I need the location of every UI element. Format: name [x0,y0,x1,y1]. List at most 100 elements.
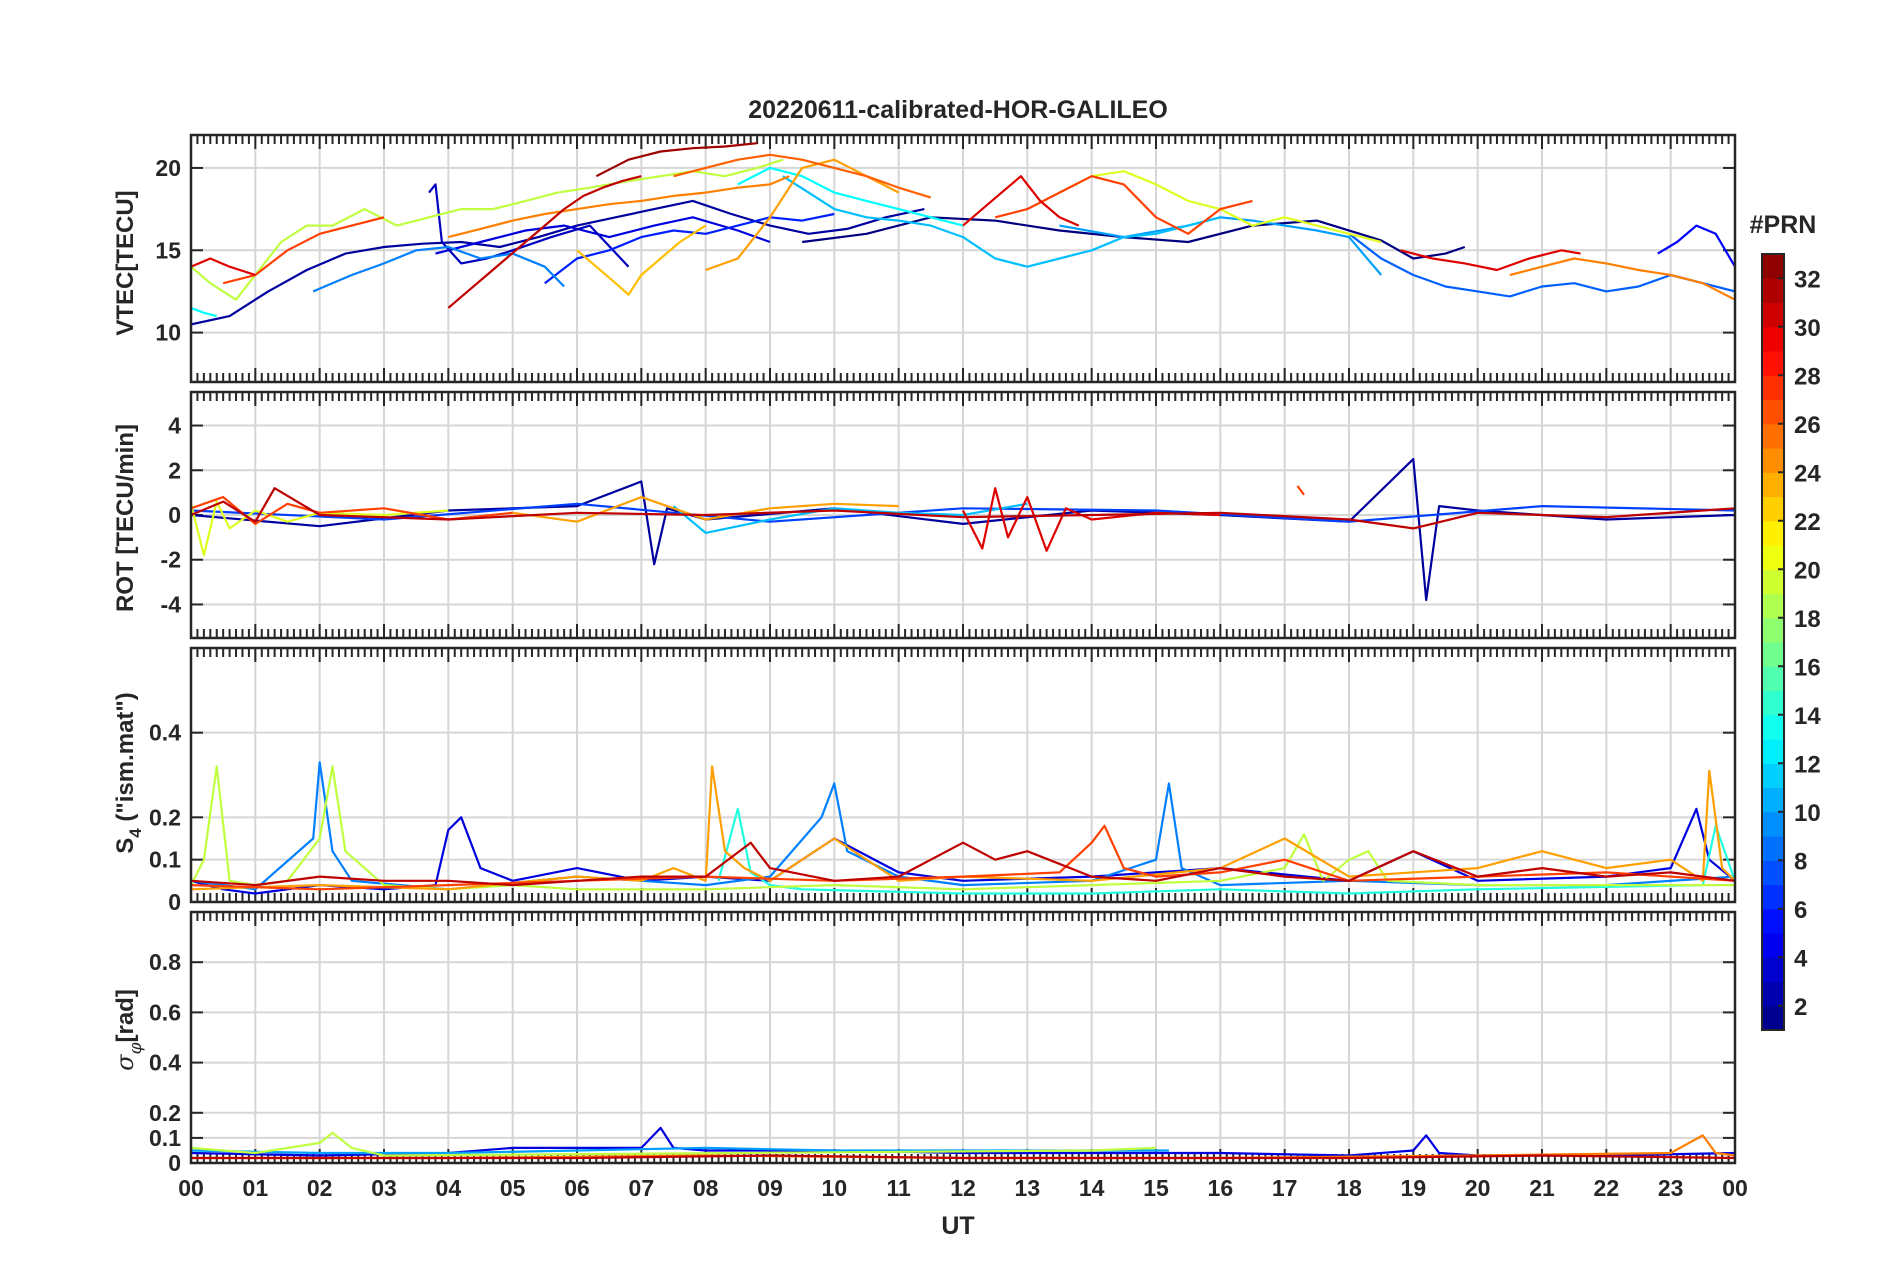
colorbar-tick-label: 10 [1794,800,1821,827]
panel-vtec: 10 15 20 [155,133,1737,384]
x-tick-label: 14 [1079,1175,1105,1201]
colorbar-segment [1762,520,1784,546]
x-tick-label: 03 [371,1175,397,1201]
x-tick-label: 12 [950,1175,976,1201]
series-group [191,458,1735,602]
series-line-prn-19 [191,1131,1157,1157]
series-group [191,1126,1735,1160]
x-tick-label: 09 [757,1175,783,1201]
colorbar-tick-label: 16 [1794,654,1821,681]
colorbar-segment [1762,472,1784,498]
y-tick-label: 0.4 [149,720,181,746]
colorbar-segment [1762,617,1784,643]
x-tick-label: 22 [1594,1175,1620,1201]
y-tick-label: 20 [155,155,181,181]
colorbar-segment [1762,933,1784,958]
x-tick-label: 17 [1272,1175,1298,1201]
x-tick-label: 02 [307,1175,333,1201]
colorbar-tick-label: 4 [1794,945,1808,972]
colorbar-segment [1762,278,1784,304]
series-line-prn-30 [191,257,256,277]
series-line-prn-4 [435,216,771,255]
colorbar-segment [1762,836,1784,861]
y-tick-label: 0 [168,502,181,528]
colorbar-tick-label: 8 [1794,848,1807,875]
y-tick-label: -4 [161,591,182,617]
x-tick-label: 15 [1143,1175,1169,1201]
x-tick-label: 20 [1465,1175,1491,1201]
colorbar-segment [1762,302,1784,328]
colorbar-tick-label: 18 [1794,606,1821,633]
y-tick-label: 0.6 [149,999,181,1025]
series-line-prn-13 [737,166,964,227]
series-line-prn-31 [191,841,1735,887]
x-tick-label: 05 [500,1175,526,1201]
ylabel-sigma-phi: σφ[rad] [111,989,146,1071]
y-tick-label: 0.8 [149,949,181,975]
colorbar-tick-label: 26 [1794,412,1821,439]
x-tick-label: 11 [887,1175,912,1201]
colorbar-segment [1762,448,1784,473]
colorbar-segment [1762,690,1784,716]
x-tick-label: 21 [1529,1175,1555,1201]
series-line-prn-30 [962,175,1080,227]
x-tick-label: 23 [1658,1175,1684,1201]
colorbar-segment [1762,326,1784,352]
figure-title: 20220611-calibrated-HOR-GALILEO [748,96,1168,124]
x-axis: 00 01 02 03 04 05 06 07 08 09 10 11 12 13 14 15 16 17 18 19… [178,1175,1748,1201]
colorbar-segment [1762,496,1784,522]
colorbar-segment [1762,884,1784,910]
x-tick-label: 06 [564,1175,590,1201]
y-tick-label: 2 [168,457,181,483]
x-tick-label: 04 [436,1175,462,1201]
series-line-prn-26 [673,153,932,199]
x-tick-label: 16 [1208,1175,1234,1201]
colorbar-segment [1762,423,1784,449]
ylabel-s4: S4 ("ism.mat") [112,692,145,854]
series-line-prn-6 [544,212,835,285]
series-line-prn-11 [782,175,1221,268]
colorbar-segment [1762,787,1784,813]
colorbar-tick-label: 22 [1794,509,1821,536]
series-line-prn-27 [191,496,513,526]
plot-frame [189,133,1737,384]
series-group [191,761,1735,895]
series-line-prn-2 [191,458,1735,602]
series-line-prn-10 [1059,216,1383,276]
plot-frame [189,390,1737,640]
ylabel-rot: ROT [TECU/min] [112,424,139,612]
x-tick-label: 08 [693,1175,719,1201]
colorbar-segment [1762,375,1784,401]
colorbar-segment [1762,981,1784,1007]
colorbar-segment [1762,811,1784,837]
colorbar-segment [1762,351,1784,376]
plot-frame [189,646,1737,904]
colorbar-segment [1762,714,1784,740]
series-line-prn-32 [595,142,758,178]
series-line-prn-11 [672,502,1028,535]
y-tick-label: 0 [168,889,181,915]
colorbar-segment [1762,666,1784,692]
series-line-prn-13 [191,306,217,318]
series-line-prn-20 [191,500,449,557]
colorbar-tick-label: 24 [1794,460,1821,487]
colorbar-segment [1762,569,1784,595]
series-line-prn-25 [1509,257,1735,301]
colorbar-segment [1762,763,1784,789]
panel-s4: 0 0.1 0.2 0.4 [149,646,1737,915]
series-line-prn-31 [447,175,642,309]
y-tick-label: 10 [155,320,181,346]
x-tick-label: 00 [1722,1175,1748,1201]
y-tick-label: 0 [168,1150,181,1176]
colorbar-frame [1761,253,1785,1031]
series-group [191,142,1735,326]
x-tick-label: 18 [1336,1175,1362,1201]
series-line-prn-25 [191,1134,1735,1160]
panel-sigma-phi: 00.10.2 0.4 0.6 0.8 [149,910,1737,1176]
series-line-prn-24 [512,496,899,523]
y-tick-label: 0.1 [149,847,181,873]
series-line-prn-5 [1657,224,1735,268]
y-tick-label: 0.2 [149,1100,181,1126]
series-line-prn-31 [191,487,1735,530]
